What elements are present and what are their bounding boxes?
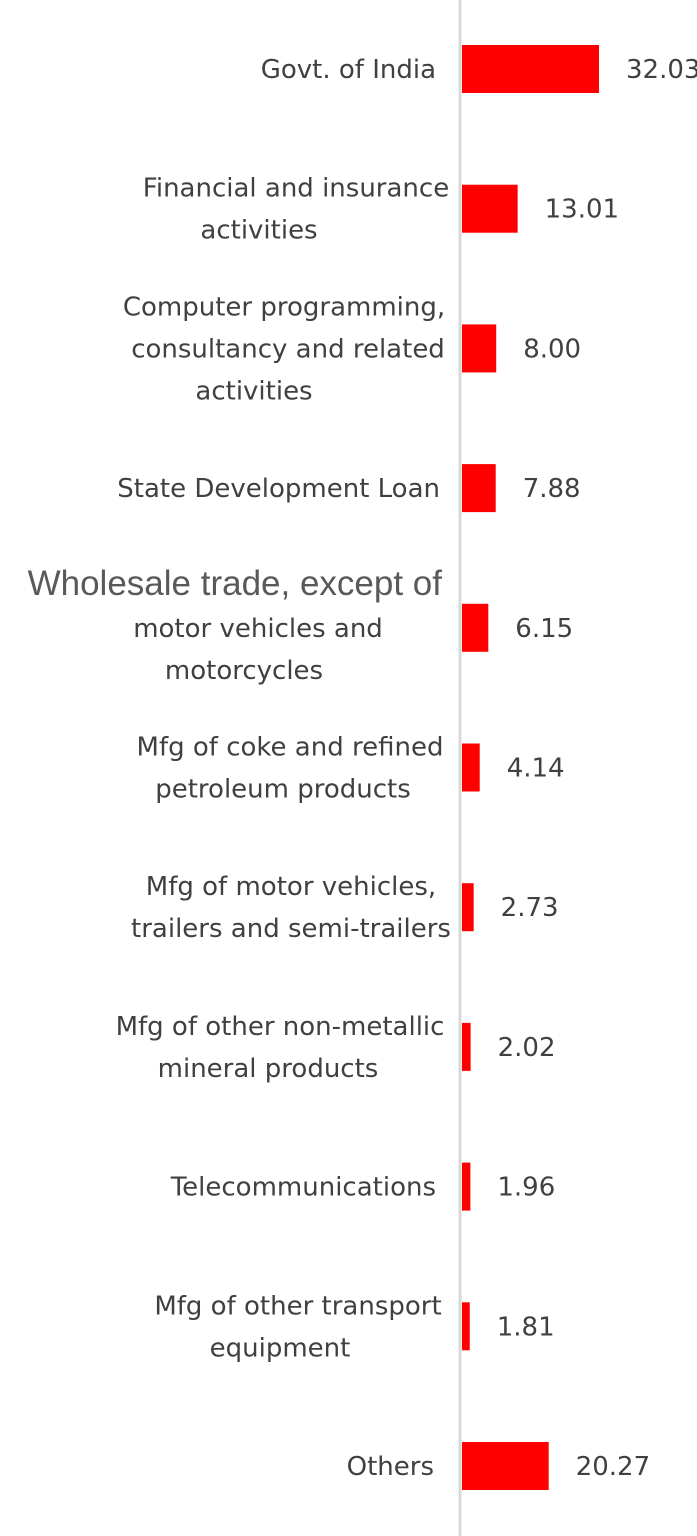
bar	[462, 603, 489, 652]
category-label: motorcycles	[165, 656, 323, 686]
category-label: Mfg of motor vehicles,	[146, 872, 436, 902]
category-label: Others	[347, 1452, 434, 1482]
category-label: Computer programming,	[123, 292, 445, 322]
category-label: equipment	[210, 1333, 351, 1363]
value-label: 2.73	[501, 893, 559, 923]
value-label: 32.03	[626, 55, 697, 85]
bar	[462, 1022, 471, 1071]
value-label: 6.15	[515, 614, 573, 644]
category-label: Mfg of other transport	[154, 1291, 441, 1321]
category-label: Govt. of India	[261, 55, 436, 85]
category-labels: Govt. of India Financial and insurance act…	[28, 55, 451, 1482]
value-label: 7.88	[523, 474, 581, 504]
category-label: consultancy and related	[131, 334, 445, 364]
bar	[462, 45, 599, 93]
bar	[462, 1162, 471, 1211]
bar	[462, 464, 496, 513]
category-label: activities	[200, 216, 317, 246]
category-label: motor vehicles and	[133, 614, 383, 644]
value-label: 1.96	[497, 1173, 555, 1203]
category-label: petroleum products	[155, 775, 411, 805]
bar	[462, 324, 497, 373]
bar	[462, 184, 518, 233]
category-label: Financial and insurance	[143, 174, 449, 204]
bars	[462, 45, 599, 1490]
value-label: 2.02	[498, 1033, 556, 1063]
bar	[462, 1302, 470, 1351]
category-label: State Development Loan	[117, 474, 440, 504]
bar	[462, 883, 474, 932]
category-label: mineral products	[158, 1054, 379, 1084]
category-label: Telecommunications	[170, 1173, 436, 1203]
value-label: 8.00	[523, 334, 581, 364]
value-label: 4.14	[507, 754, 565, 784]
value-label: 1.81	[497, 1312, 555, 1342]
value-label: 13.01	[545, 195, 619, 225]
value-label: 20.27	[576, 1452, 650, 1482]
category-label: trailers and semi-trailers	[131, 914, 451, 944]
bar	[462, 743, 480, 792]
category-label: Mfg of coke and refined	[137, 733, 444, 763]
bar	[462, 1442, 549, 1490]
category-label: Wholesale trade, except of	[28, 564, 443, 603]
category-label: Mfg of other non-metallic	[116, 1012, 445, 1042]
category-label: activities	[195, 376, 312, 406]
value-labels: 32.03 13.01 8.00 7.88 6.15 4.14 2.73 2.02 1.96 1.…	[497, 55, 697, 1482]
